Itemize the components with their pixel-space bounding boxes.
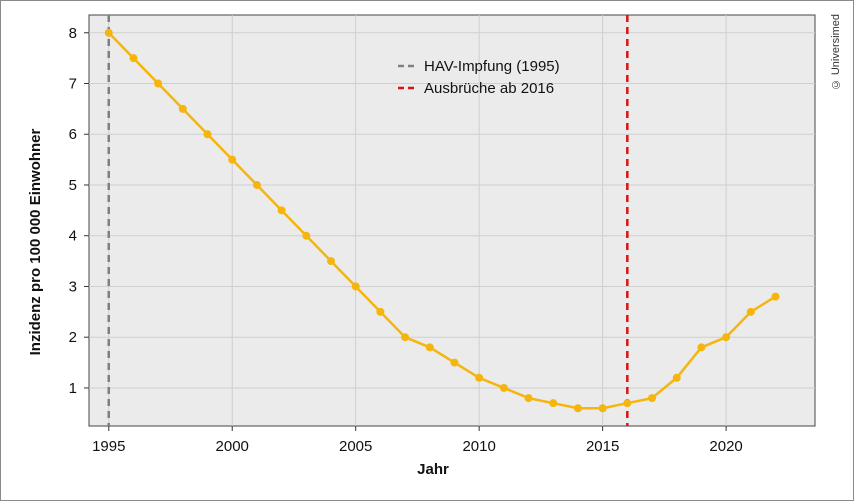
- x-tick-label: 2000: [216, 438, 249, 455]
- y-tick-label: 6: [69, 126, 77, 143]
- y-tick-label: 1: [69, 380, 77, 397]
- reference-lines: [107, 15, 629, 426]
- data-point: [351, 282, 360, 291]
- copyright-notice: © Universimed: [830, 14, 842, 91]
- legend-label: HAV-Impfung (1995): [424, 58, 560, 75]
- data-point: [178, 104, 187, 113]
- legend: HAV-Impfung (1995) Ausbrüche ab 2016: [398, 58, 560, 97]
- data-point: [327, 257, 335, 266]
- data-point: [648, 394, 657, 403]
- y-tick-label: 2: [69, 329, 77, 346]
- data-point: [771, 292, 780, 301]
- data-point: [746, 307, 755, 316]
- x-axis-ticks: 1995 2000 2005 2010 2015 2020: [92, 426, 743, 455]
- data-point: [228, 155, 237, 164]
- data-point: [598, 404, 607, 413]
- data-point: [401, 333, 410, 342]
- data-series: [104, 28, 780, 413]
- data-point: [549, 399, 558, 408]
- y-tick-label: 8: [69, 25, 77, 42]
- legend-label: Ausbrüche ab 2016: [424, 80, 554, 97]
- x-tick-label: 2005: [339, 438, 372, 455]
- y-axis-ticks: 1 2 3 4 5 6 7 8: [69, 25, 89, 397]
- y-axis-title: Inzidenz pro 100 000 Einwohner: [27, 128, 44, 355]
- data-point: [302, 231, 311, 240]
- x-axis-title: Jahr: [417, 461, 449, 478]
- y-tick-label: 5: [69, 177, 77, 194]
- data-point: [475, 373, 484, 382]
- data-point: [499, 383, 508, 392]
- x-tick-label: 2015: [586, 438, 619, 455]
- data-point: [697, 343, 706, 352]
- data-point: [672, 373, 681, 382]
- data-point: [450, 358, 459, 367]
- data-point: [722, 333, 731, 342]
- x-tick-label: 2010: [462, 438, 495, 455]
- data-point: [203, 130, 212, 139]
- data-point: [104, 28, 113, 37]
- data-point: [376, 307, 385, 316]
- x-tick-label: 1995: [92, 438, 125, 455]
- data-point: [154, 79, 163, 88]
- y-tick-label: 7: [69, 76, 77, 93]
- grid-lines: [89, 15, 815, 426]
- data-point: [524, 394, 533, 403]
- data-point: [277, 206, 286, 215]
- data-point: [623, 399, 632, 408]
- data-point: [573, 404, 582, 413]
- data-point: [129, 54, 138, 63]
- y-tick-label: 4: [69, 228, 77, 245]
- data-point: [252, 180, 261, 189]
- x-tick-label: 2020: [709, 438, 742, 455]
- incidence-line: [107, 31, 777, 410]
- y-tick-label: 3: [69, 278, 77, 295]
- data-point: [425, 343, 434, 352]
